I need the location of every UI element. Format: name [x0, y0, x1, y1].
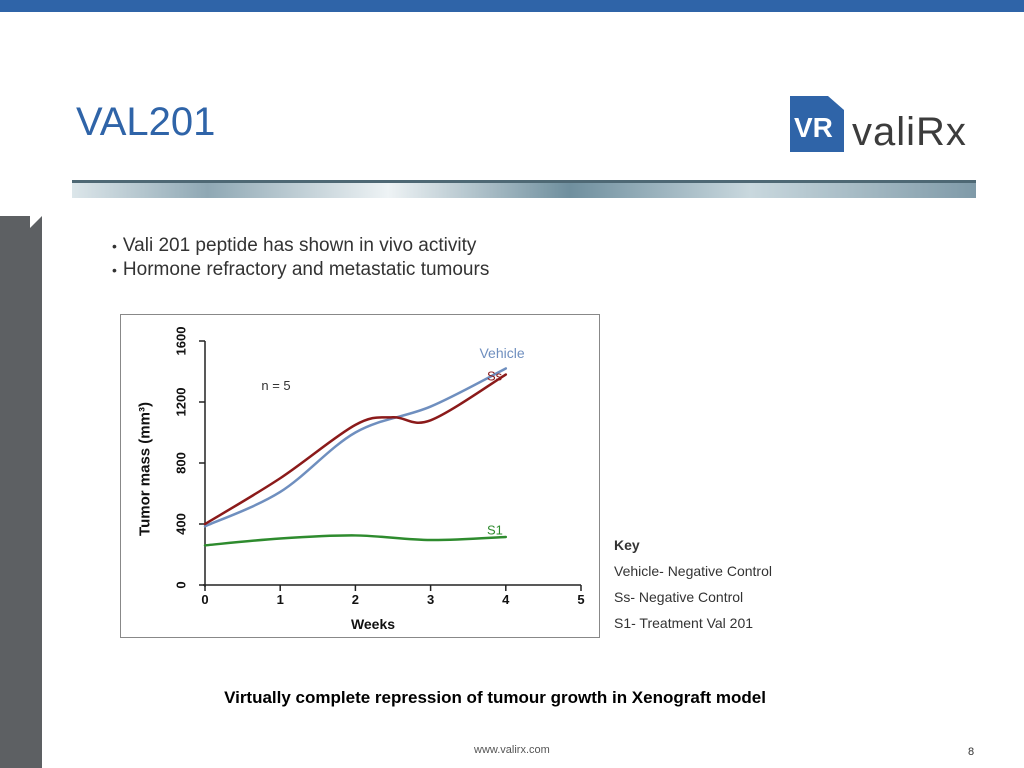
x-tick-label: 5 [577, 592, 584, 607]
key-item-ss: Ss- Negative Control [614, 589, 744, 605]
chart-annotation: n = 5 [261, 378, 290, 393]
y-tick-label: 400 [174, 513, 189, 535]
left-side-strip [0, 216, 42, 768]
header-band-line [72, 180, 976, 183]
valirx-logo: VR valiRx [790, 96, 980, 156]
y-tick-label: 1600 [174, 327, 189, 356]
y-axis-label: Tumor mass (mm³) [137, 402, 154, 536]
header-image-band [72, 180, 976, 198]
series-label-vehicle: Vehicle [479, 345, 524, 361]
tumor-mass-chart: 0 400 800 1200 1600 0 1 2 3 4 5 Weeks Tumor mass (mm… [137, 327, 585, 632]
footer-url: www.valirx.com [474, 744, 550, 756]
bullet-text: Hormone refractory and metastatic tumour… [122, 259, 490, 280]
key-title: Key [614, 537, 640, 553]
bullet-list: • Vali 201 peptide has shown in vivo acti… [112, 234, 489, 282]
x-tick-label: 2 [352, 592, 359, 607]
bullet-item: • Vali 201 peptide has shown in vivo acti… [112, 234, 489, 258]
x-tick-label: 1 [277, 592, 284, 607]
y-tick-label: 0 [174, 581, 189, 588]
logo-mark: VR [790, 96, 844, 152]
series-line-ss [203, 373, 508, 526]
series-line-vehicle [203, 367, 508, 528]
slide-caption: Virtually complete repression of tumour … [224, 688, 766, 707]
key-item-s1: S1- Treatment Val 201 [614, 615, 754, 631]
x-axis-label: Weeks [351, 616, 395, 632]
key-item-vehicle: Vehicle- Negative Control [614, 563, 772, 579]
bullet-item: • Hormone refractory and metastatic tumou… [112, 258, 489, 282]
chart-key: Key Vehicle- Negative Control Ss- Negati… [614, 536, 772, 640]
series-label-s1: S1 [487, 523, 503, 538]
bullet-dot-icon: • [112, 262, 117, 278]
chart-frame: 0 400 800 1200 1600 0 1 2 3 4 5 Weeks Tumor mass (mm… [120, 314, 600, 638]
left-strip-notch [30, 216, 42, 228]
series-line-s1 [203, 534, 508, 547]
y-tick-label: 800 [174, 452, 189, 474]
slide-title: VAL201 [76, 100, 216, 144]
page-number: 8 [968, 746, 975, 758]
logo-mark-corner [828, 96, 844, 110]
logo-wordmark: valiRx [852, 110, 967, 154]
bullet-text: Vali 201 peptide has shown in vivo activ… [122, 235, 477, 256]
x-tick-label: 4 [502, 592, 510, 607]
logo-mark-text: VR [794, 112, 833, 143]
y-tick-label: 1200 [174, 388, 189, 417]
x-tick-label: 3 [427, 592, 434, 607]
x-tick-label: 0 [201, 592, 208, 607]
bullet-dot-icon: • [112, 238, 117, 254]
top-accent-bar [0, 0, 1024, 12]
series-label-ss: Ss [487, 369, 503, 384]
